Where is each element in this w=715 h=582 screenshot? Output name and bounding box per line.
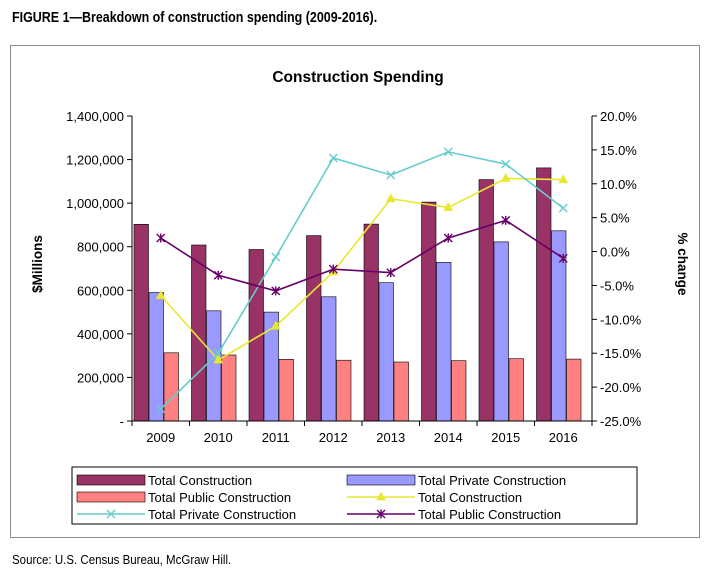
- point-x-2011: [271, 252, 281, 262]
- point-triangle-2014: [443, 202, 454, 211]
- y-tick-label: 1,000,000: [66, 196, 124, 211]
- y-axis-label: $Millions: [30, 235, 45, 293]
- x-tick-label: 2009: [146, 430, 175, 445]
- bar-total-public-construction-2012: [336, 359, 352, 422]
- point-star-2015: [501, 215, 511, 225]
- point-star-2012: [328, 264, 338, 274]
- bar-total-construction-2016: [536, 167, 552, 422]
- chart: Construction Spending $Millions % change…: [30, 69, 690, 525]
- y2-tick-label: 20.0%: [600, 109, 637, 124]
- x-tick-label: 2010: [204, 430, 233, 445]
- legend-item: Total Public Construction: [347, 507, 561, 522]
- y2-tick-label: -5.0%: [600, 278, 634, 293]
- legend-item: Total Construction: [76, 473, 252, 488]
- legend-label: Total Private Construction: [148, 507, 296, 522]
- legend: Total Construction Total Private Construc…: [71, 466, 638, 525]
- bar-total-public-construction-2015: [508, 358, 524, 422]
- point-triangle-2010: [213, 354, 224, 364]
- y2-tick-label: -10.0%: [600, 312, 642, 327]
- point-star-2013: [386, 268, 396, 278]
- bar-total-public-construction-2016: [566, 358, 582, 422]
- legend-swatch: [76, 491, 146, 503]
- bar-total-construction-2013: [363, 223, 379, 422]
- legend-label: Total Public Construction: [418, 507, 561, 522]
- y-tick-label: 1,400,000: [66, 109, 124, 124]
- point-triangle-2015: [500, 173, 511, 182]
- y2-tick-label: -25.0%: [600, 414, 642, 429]
- bar-total-public-construction-2014: [451, 360, 467, 422]
- point-x-2009: [156, 404, 166, 414]
- source-note: Source: U.S. Census Bureau, McGraw Hill.: [12, 553, 232, 567]
- legend-swatch: [76, 474, 146, 486]
- bar-total-private-construction-2013: [378, 282, 394, 422]
- bar-total-private-construction-2012: [321, 296, 337, 422]
- bar-total-private-construction-2015: [493, 241, 509, 422]
- legend-item: Total Private Construction: [346, 473, 566, 488]
- legend-item: Total Construction: [347, 490, 522, 505]
- bar-total-construction-2015: [478, 179, 494, 422]
- point-x-2015: [501, 159, 511, 169]
- legend-item: Total Public Construction: [76, 490, 291, 505]
- line-total-public-construction-pct-change: [160, 219, 564, 292]
- point-star-2010: [213, 270, 223, 280]
- y-tick-label: -: [120, 414, 124, 429]
- y-tick-label: 600,000: [77, 283, 124, 298]
- point-star-2011: [271, 286, 281, 296]
- legend-swatch: [346, 474, 416, 486]
- x-tick-label: 2011: [262, 430, 290, 445]
- point-star-2016: [558, 253, 568, 263]
- y2-tick-label: -20.0%: [600, 380, 642, 395]
- point-star-2014: [443, 233, 453, 243]
- point-x-2010: [213, 348, 223, 358]
- x-tick-label: 2012: [319, 430, 348, 445]
- figure-caption: FIGURE 1—Breakdown of construction spend…: [12, 10, 378, 26]
- point-triangle-2016: [558, 174, 569, 184]
- y-tick-label: 400,000: [77, 327, 124, 342]
- chart-title: Construction Spending: [272, 69, 443, 86]
- legend-item: Total Private Construction: [77, 507, 296, 522]
- point-x-2013: [386, 170, 396, 180]
- legend-label: Total Construction: [148, 473, 252, 488]
- bar-total-public-construction-2011: [278, 358, 294, 422]
- legend-label: Total Public Construction: [148, 490, 291, 505]
- chart-frame: Construction Spending $Millions % change…: [10, 45, 700, 538]
- y2-tick-label: 15.0%: [600, 143, 637, 158]
- point-triangle-2013: [385, 193, 396, 203]
- line-total-private-construction-pct-change: [160, 151, 564, 410]
- bar-total-public-construction-2009: [163, 352, 179, 422]
- point-triangle-2009: [155, 290, 166, 300]
- x-tick-label: 2014: [434, 430, 463, 445]
- bar-total-public-construction-2013: [393, 361, 409, 422]
- x-tick-label: 2013: [376, 430, 405, 445]
- bar-total-public-construction-2010: [221, 354, 237, 422]
- legend-marker: [376, 491, 386, 501]
- bar-total-construction-2009: [133, 224, 149, 422]
- plot-area: 1,400,000 1,200,000 1,000,000 800,000 600,00…: [66, 109, 641, 445]
- point-triangle-2011: [270, 320, 281, 330]
- x-tick-label: 2015: [491, 430, 520, 445]
- y-tick-label: 1,200,000: [66, 153, 124, 168]
- legend-marker: [106, 509, 116, 519]
- y2-tick-label: 5.0%: [600, 211, 630, 226]
- legend-marker: [376, 509, 386, 519]
- x-tick-label: 2016: [549, 430, 578, 445]
- bar-total-private-construction-2010: [206, 310, 222, 422]
- bar-total-construction-2012: [306, 235, 322, 422]
- y2-axis-label: % change: [675, 232, 690, 296]
- point-star-2009: [156, 233, 166, 243]
- point-x-2016: [558, 203, 568, 213]
- y2-tick-label: 10.0%: [600, 177, 637, 192]
- y2-tick-label: -15.0%: [600, 346, 642, 361]
- point-x-2012: [328, 153, 338, 163]
- point-x-2014: [443, 147, 453, 157]
- bar-total-private-construction-2009: [148, 292, 164, 422]
- legend-label: Total Construction: [418, 490, 522, 505]
- bar-total-private-construction-2014: [436, 262, 452, 422]
- y2-tick-label: 0.0%: [600, 245, 630, 260]
- legend-label: Total Private Construction: [418, 473, 566, 488]
- bar-total-construction-2014: [421, 201, 437, 422]
- y-tick-label: 200,000: [77, 370, 124, 385]
- y-tick-label: 800,000: [77, 240, 124, 255]
- line-total-construction-pct-change: [160, 177, 564, 362]
